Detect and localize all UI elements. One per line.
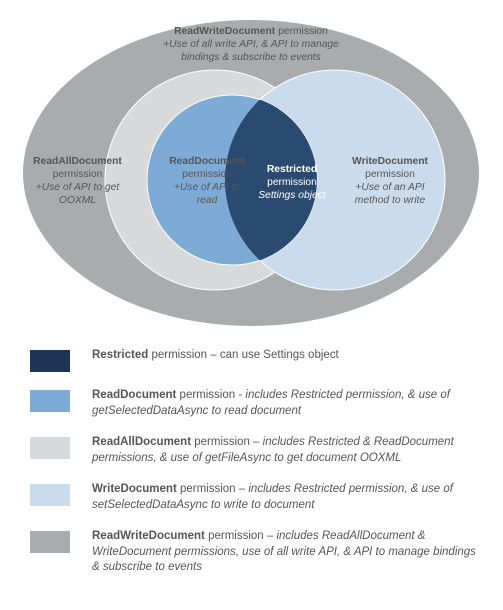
legend-swatch	[30, 437, 70, 459]
legend: Restricted permission – can use Settings…	[0, 330, 503, 576]
label-write-sub3: method to write	[355, 195, 425, 206]
label-write: WriteDocument permission +Use of an API …	[345, 156, 435, 207]
legend-plain: permission –	[191, 436, 263, 448]
label-restricted-sub1: Settings object	[258, 190, 326, 201]
label-readall: ReadAllDocument permission +Use of API t…	[30, 156, 125, 207]
legend-text: WriteDocument permission – includes Rest…	[92, 482, 481, 513]
legend-bold: ReadDocument	[92, 389, 176, 401]
legend-bold: ReadWriteDocument	[92, 530, 205, 542]
legend-plain: permission –	[177, 483, 249, 495]
legend-bold: WriteDocument	[92, 483, 177, 495]
legend-row: WriteDocument permission – includes Rest…	[30, 482, 481, 513]
label-read-sub3: read	[197, 195, 218, 206]
label-restricted: Restricted permission Settings object	[252, 164, 332, 203]
label-write-sub2: +Use of an API	[355, 182, 424, 193]
label-write-title: WriteDocument	[352, 156, 428, 167]
label-read-title: ReadDocument	[169, 156, 245, 167]
label-read-sub2: +Use of API to	[174, 182, 240, 193]
legend-swatch	[30, 531, 70, 553]
legend-text: Restricted permission – can use Settings…	[92, 348, 339, 364]
legend-text: ReadWriteDocument permission – includes …	[92, 529, 481, 576]
legend-text: ReadDocument permission - includes Restr…	[92, 388, 481, 419]
legend-plain: permission -	[176, 389, 245, 401]
legend-row: ReadWriteDocument permission – includes …	[30, 529, 481, 576]
label-read-sub1: permission	[182, 169, 232, 180]
legend-swatch	[30, 350, 70, 372]
label-readwrite-sub3: bindings & subscribe to events	[181, 52, 321, 63]
venn-diagram: ReadWriteDocument permission +Use of all…	[0, 0, 503, 330]
legend-text: ReadAllDocument permission – includes Re…	[92, 435, 481, 466]
legend-row: ReadAllDocument permission – includes Re…	[30, 435, 481, 466]
legend-plain: permission – can use Settings object	[148, 349, 339, 361]
legend-bold: ReadAllDocument	[92, 436, 191, 448]
label-restricted-title-a: Restricted	[267, 164, 317, 175]
label-readwrite: ReadWriteDocument permission +Use of all…	[100, 26, 402, 65]
label-readwrite-sub1: permission	[278, 26, 328, 37]
label-readall-sub2: +Use of API to get	[36, 182, 119, 193]
label-readall-sub1: permission	[53, 169, 103, 180]
label-readall-title: ReadAllDocument	[33, 156, 122, 167]
label-readwrite-sub2: +Use of all write API, & API to manage	[163, 39, 339, 50]
legend-plain: permission –	[205, 530, 277, 542]
label-read: ReadDocument permission +Use of API to r…	[162, 156, 252, 207]
legend-swatch	[30, 484, 70, 506]
label-readall-sub3: OOXML	[59, 195, 96, 206]
label-write-sub1: permission	[365, 169, 415, 180]
label-restricted-title-b: permission	[267, 177, 317, 188]
legend-swatch	[30, 390, 70, 412]
label-readwrite-title: ReadWriteDocument	[174, 26, 275, 37]
legend-row: ReadDocument permission - includes Restr…	[30, 388, 481, 419]
legend-bold: Restricted	[92, 349, 148, 361]
legend-row: Restricted permission – can use Settings…	[30, 348, 481, 372]
